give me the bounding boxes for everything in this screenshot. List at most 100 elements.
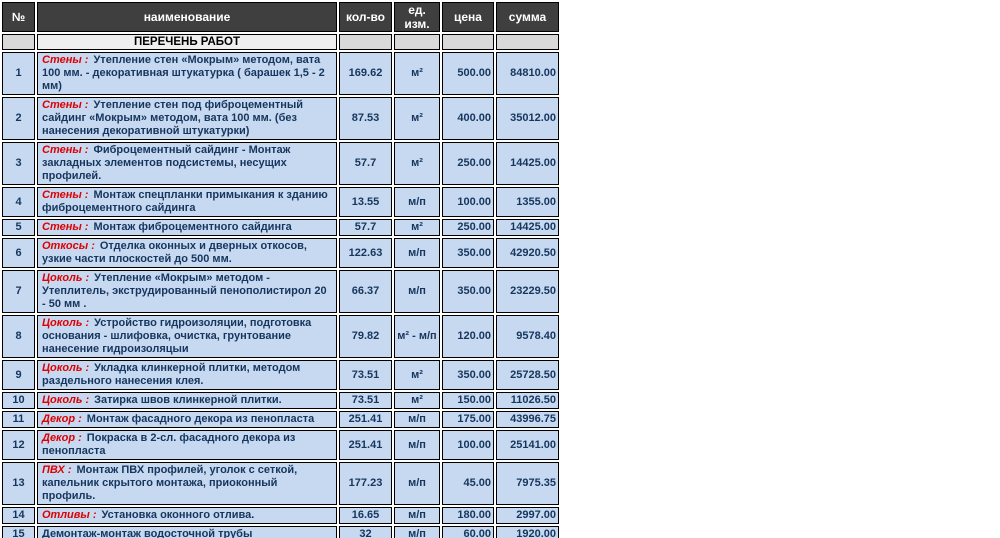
section-cell-unit[interactable] bbox=[394, 34, 440, 50]
row-price-cell[interactable]: 350.00 bbox=[442, 238, 494, 268]
section-cell-price[interactable] bbox=[442, 34, 494, 50]
row-number-cell[interactable]: 5 bbox=[2, 219, 35, 236]
row-name-cell[interactable]: ПВХ : Монтаж ПВХ профилей, уголок с сетко… bbox=[37, 462, 337, 505]
row-unit-cell[interactable]: м/п bbox=[394, 462, 440, 505]
row-sum-cell[interactable]: 23229.50 bbox=[496, 270, 559, 313]
row-unit-cell[interactable]: м² bbox=[394, 52, 440, 95]
row-number-cell[interactable]: 4 bbox=[2, 187, 35, 217]
row-name-cell[interactable]: Цоколь : Затирка швов клинкерной плитки. bbox=[37, 392, 337, 409]
row-price-cell[interactable]: 60.00 bbox=[442, 526, 494, 538]
row-sum-cell[interactable]: 25728.50 bbox=[496, 360, 559, 390]
section-cell-quantity[interactable] bbox=[339, 34, 392, 50]
row-name-cell[interactable]: Декор : Монтаж фасадного декора из пенопл… bbox=[37, 411, 337, 428]
row-unit-cell[interactable]: м² bbox=[394, 219, 440, 236]
row-sum-cell[interactable]: 7975.35 bbox=[496, 462, 559, 505]
row-name-cell[interactable]: Откосы : Отделка оконных и дверных откосо… bbox=[37, 238, 337, 268]
row-name-cell[interactable]: Цоколь : Утепление «Мокрым» методом - Уте… bbox=[37, 270, 337, 313]
row-price-cell[interactable]: 100.00 bbox=[442, 430, 494, 460]
row-number-cell[interactable]: 11 bbox=[2, 411, 35, 428]
row-quantity-cell[interactable]: 87.53 bbox=[339, 97, 392, 140]
row-number-cell[interactable]: 6 bbox=[2, 238, 35, 268]
row-sum-cell[interactable]: 35012.00 bbox=[496, 97, 559, 140]
row-quantity-cell[interactable]: 169.62 bbox=[339, 52, 392, 95]
row-quantity-cell[interactable]: 73.51 bbox=[339, 360, 392, 390]
row-name-cell[interactable]: Отливы : Установка оконного отлива. bbox=[37, 507, 337, 524]
row-quantity-cell[interactable]: 177.23 bbox=[339, 462, 392, 505]
row-name-cell[interactable]: Стены : Утепление стен «Мокрым» методом, … bbox=[37, 52, 337, 95]
row-sum-cell[interactable]: 9578.40 bbox=[496, 315, 559, 358]
header-cell-number[interactable]: № bbox=[2, 2, 35, 32]
row-name-cell[interactable]: Стены : Монтаж фиброцементного сайдинга bbox=[37, 219, 337, 236]
row-quantity-cell[interactable]: 57.7 bbox=[339, 142, 392, 185]
row-sum-cell[interactable]: 43996.75 bbox=[496, 411, 559, 428]
row-quantity-cell[interactable]: 57.7 bbox=[339, 219, 392, 236]
row-unit-cell[interactable]: м/п bbox=[394, 238, 440, 268]
row-sum-cell[interactable]: 1920.00 bbox=[496, 526, 559, 538]
row-name-cell[interactable]: Цоколь : Устройство гидроизоляции, подгот… bbox=[37, 315, 337, 358]
row-unit-cell[interactable]: м/п bbox=[394, 270, 440, 313]
row-sum-cell[interactable]: 84810.00 bbox=[496, 52, 559, 95]
section-cell-number[interactable] bbox=[2, 34, 35, 50]
row-quantity-cell[interactable]: 16.65 bbox=[339, 507, 392, 524]
row-number-cell[interactable]: 2 bbox=[2, 97, 35, 140]
row-price-cell[interactable]: 250.00 bbox=[442, 142, 494, 185]
row-sum-cell[interactable]: 14425.00 bbox=[496, 219, 559, 236]
row-price-cell[interactable]: 350.00 bbox=[442, 360, 494, 390]
row-unit-cell[interactable]: м² bbox=[394, 360, 440, 390]
row-unit-cell[interactable]: м/п bbox=[394, 507, 440, 524]
row-sum-cell[interactable]: 2997.00 bbox=[496, 507, 559, 524]
row-sum-cell[interactable]: 25141.00 bbox=[496, 430, 559, 460]
row-price-cell[interactable]: 500.00 bbox=[442, 52, 494, 95]
row-number-cell[interactable]: 8 bbox=[2, 315, 35, 358]
row-unit-cell[interactable]: м² bbox=[394, 142, 440, 185]
row-price-cell[interactable]: 120.00 bbox=[442, 315, 494, 358]
row-name-cell[interactable]: Демонтаж-монтаж водосточной трубы bbox=[37, 526, 337, 538]
row-quantity-cell[interactable]: 79.82 bbox=[339, 315, 392, 358]
row-quantity-cell[interactable]: 32 bbox=[339, 526, 392, 538]
row-number-cell[interactable]: 13 bbox=[2, 462, 35, 505]
header-cell-quantity[interactable]: кол-во bbox=[339, 2, 392, 32]
row-quantity-cell[interactable]: 66.37 bbox=[339, 270, 392, 313]
row-unit-cell[interactable]: м² - м/п bbox=[394, 315, 440, 358]
row-price-cell[interactable]: 100.00 bbox=[442, 187, 494, 217]
row-quantity-cell[interactable]: 251.41 bbox=[339, 430, 392, 460]
row-sum-cell[interactable]: 11026.50 bbox=[496, 392, 559, 409]
row-price-cell[interactable]: 400.00 bbox=[442, 97, 494, 140]
row-name-cell[interactable]: Стены : Фиброцементный сайдинг - Монтаж з… bbox=[37, 142, 337, 185]
row-number-cell[interactable]: 12 bbox=[2, 430, 35, 460]
row-unit-cell[interactable]: м² bbox=[394, 97, 440, 140]
row-price-cell[interactable]: 180.00 bbox=[442, 507, 494, 524]
row-price-cell[interactable]: 250.00 bbox=[442, 219, 494, 236]
row-number-cell[interactable]: 10 bbox=[2, 392, 35, 409]
row-number-cell[interactable]: 14 bbox=[2, 507, 35, 524]
row-price-cell[interactable]: 150.00 bbox=[442, 392, 494, 409]
row-number-cell[interactable]: 1 bbox=[2, 52, 35, 95]
row-unit-cell[interactable]: м/п bbox=[394, 430, 440, 460]
row-quantity-cell[interactable]: 13.55 bbox=[339, 187, 392, 217]
row-name-cell[interactable]: Цоколь : Укладка клинкерной плитки, метод… bbox=[37, 360, 337, 390]
row-price-cell[interactable]: 175.00 bbox=[442, 411, 494, 428]
row-sum-cell[interactable]: 1355.00 bbox=[496, 187, 559, 217]
row-unit-cell[interactable]: м/п bbox=[394, 526, 440, 538]
row-quantity-cell[interactable]: 122.63 bbox=[339, 238, 392, 268]
row-number-cell[interactable]: 7 bbox=[2, 270, 35, 313]
row-unit-cell[interactable]: м² bbox=[394, 392, 440, 409]
row-number-cell[interactable]: 9 bbox=[2, 360, 35, 390]
row-quantity-cell[interactable]: 73.51 bbox=[339, 392, 392, 409]
row-price-cell[interactable]: 45.00 bbox=[442, 462, 494, 505]
header-cell-price[interactable]: цена bbox=[442, 2, 494, 32]
row-quantity-cell[interactable]: 251.41 bbox=[339, 411, 392, 428]
row-name-cell[interactable]: Стены : Утепление стен под фиброцементный… bbox=[37, 97, 337, 140]
row-sum-cell[interactable]: 14425.00 bbox=[496, 142, 559, 185]
section-cell-sum[interactable] bbox=[496, 34, 559, 50]
row-price-cell[interactable]: 350.00 bbox=[442, 270, 494, 313]
row-number-cell[interactable]: 3 bbox=[2, 142, 35, 185]
header-cell-sum[interactable]: сумма bbox=[496, 2, 559, 32]
row-number-cell[interactable]: 15 bbox=[2, 526, 35, 538]
row-unit-cell[interactable]: м/п bbox=[394, 187, 440, 217]
row-unit-cell[interactable]: м/п bbox=[394, 411, 440, 428]
header-cell-unit[interactable]: ед. изм. bbox=[394, 2, 440, 32]
section-title[interactable]: ПЕРЕЧЕНЬ РАБОТ bbox=[37, 34, 337, 50]
row-sum-cell[interactable]: 42920.50 bbox=[496, 238, 559, 268]
row-name-cell[interactable]: Стены : Монтаж спецпланки примыкания к зд… bbox=[37, 187, 337, 217]
